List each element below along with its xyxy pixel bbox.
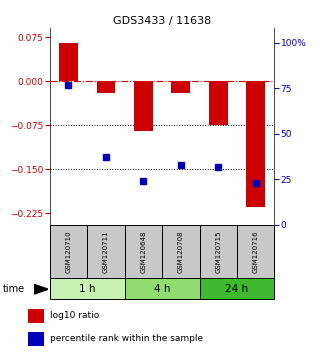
- Text: time: time: [3, 284, 25, 294]
- Bar: [59, 43, 78, 81]
- Text: 24 h: 24 h: [225, 284, 248, 293]
- Bar: [134, 81, 153, 131]
- Bar: [209, 81, 228, 125]
- Title: GDS3433 / 11638: GDS3433 / 11638: [113, 16, 211, 26]
- Bar: [28, 332, 44, 346]
- Bar: [125, 225, 162, 278]
- Text: log10 ratio: log10 ratio: [50, 312, 99, 320]
- Bar: [171, 81, 190, 93]
- Bar: [200, 278, 274, 299]
- Text: GSM120716: GSM120716: [253, 230, 259, 273]
- Text: 1 h: 1 h: [79, 284, 95, 293]
- Bar: [50, 278, 125, 299]
- Bar: [28, 309, 44, 323]
- Text: 4 h: 4 h: [154, 284, 170, 293]
- Text: percentile rank within the sample: percentile rank within the sample: [50, 335, 203, 343]
- Text: GSM120648: GSM120648: [140, 230, 146, 273]
- Bar: [247, 81, 265, 207]
- Text: GSM120708: GSM120708: [178, 230, 184, 273]
- Bar: [237, 225, 274, 278]
- Bar: [97, 81, 115, 93]
- Bar: [125, 278, 200, 299]
- Text: GSM120715: GSM120715: [215, 230, 221, 273]
- Bar: [50, 225, 87, 278]
- Bar: [200, 225, 237, 278]
- Bar: [162, 225, 200, 278]
- Bar: [87, 225, 125, 278]
- Text: GSM120711: GSM120711: [103, 230, 109, 273]
- Text: GSM120710: GSM120710: [65, 230, 72, 273]
- Polygon shape: [34, 284, 48, 294]
